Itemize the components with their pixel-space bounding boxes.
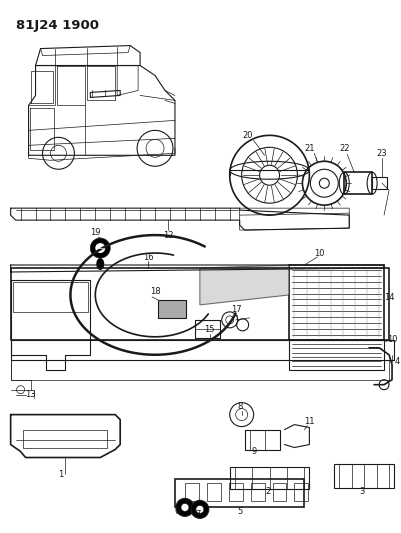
Text: 2: 2 <box>265 487 270 496</box>
Bar <box>251 483 265 502</box>
Text: 11: 11 <box>304 417 315 426</box>
Bar <box>372 177 387 189</box>
Text: 13: 13 <box>25 390 36 399</box>
Bar <box>13 282 88 312</box>
Text: 7: 7 <box>195 510 200 519</box>
Text: 15: 15 <box>205 325 215 334</box>
Bar <box>185 483 199 502</box>
Text: 5: 5 <box>237 507 242 516</box>
Bar <box>273 483 286 502</box>
Text: 20: 20 <box>242 131 253 140</box>
Circle shape <box>191 500 209 518</box>
Text: 8: 8 <box>237 402 242 411</box>
Bar <box>175 480 304 507</box>
Circle shape <box>196 505 204 513</box>
Text: 81J24 1900: 81J24 1900 <box>16 19 99 31</box>
Bar <box>294 483 308 502</box>
Bar <box>290 340 384 370</box>
Bar <box>344 172 372 194</box>
Text: 10: 10 <box>387 335 397 344</box>
Circle shape <box>95 243 105 253</box>
Text: 19: 19 <box>90 228 101 237</box>
Bar <box>334 464 394 488</box>
Text: 4: 4 <box>395 357 400 366</box>
Text: 10: 10 <box>314 248 324 257</box>
Bar <box>245 430 279 449</box>
Bar <box>290 265 384 340</box>
Text: 16: 16 <box>143 253 154 262</box>
Text: 17: 17 <box>231 305 242 314</box>
Text: 6: 6 <box>174 507 180 516</box>
Bar <box>22 430 107 448</box>
Bar <box>230 467 310 489</box>
Text: 23: 23 <box>377 149 387 158</box>
Circle shape <box>90 238 110 258</box>
Polygon shape <box>200 265 290 305</box>
Text: 18: 18 <box>150 287 160 296</box>
Text: 1: 1 <box>58 470 63 479</box>
Text: 9: 9 <box>252 447 257 456</box>
Bar <box>229 483 243 502</box>
Bar <box>207 483 221 502</box>
Text: 14: 14 <box>384 294 394 302</box>
Ellipse shape <box>96 258 104 270</box>
Bar <box>158 300 186 318</box>
Text: 21: 21 <box>304 144 315 153</box>
Text: 22: 22 <box>339 144 350 153</box>
Circle shape <box>181 503 189 511</box>
Circle shape <box>176 498 194 516</box>
Text: 12: 12 <box>163 231 173 239</box>
Text: 3: 3 <box>359 487 365 496</box>
